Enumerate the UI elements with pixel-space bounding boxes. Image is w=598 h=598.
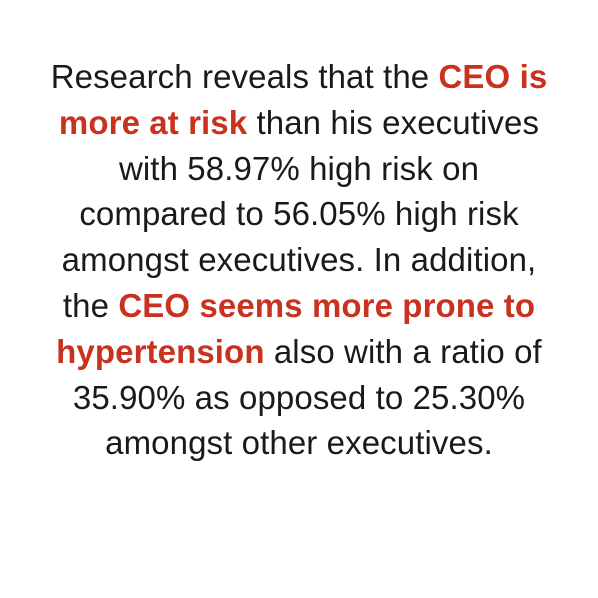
research-statement: Research reveals that the CEO is more at…	[0, 54, 598, 466]
highlight-hypertension: hypertension	[56, 332, 265, 370]
statement-line-2: more at risk than his executives	[0, 100, 598, 146]
statement-line-1: Research reveals that the CEO is	[0, 54, 598, 100]
highlight-ceo-is: CEO is	[438, 58, 548, 95]
highlight-ceo-seems-more-prone: CEO seems more prone to	[118, 286, 536, 324]
statement-line-6: the CEO seems more prone to	[0, 283, 598, 329]
text-research-reveals: Research reveals that the	[50, 58, 439, 95]
highlight-more-at-risk: more at risk	[58, 103, 248, 141]
statement-line-4: compared to 56.05% high risk	[79, 195, 519, 233]
text-the: the	[62, 286, 119, 324]
text-than-his-executives: than his executives	[247, 103, 540, 141]
statement-line-8: 35.90% as opposed to 25.30%	[72, 378, 526, 416]
statement-line-9: amongst other executives.	[105, 424, 493, 462]
statement-line-7: hypertension also with a ratio of	[0, 329, 598, 375]
statement-line-3: with 58.97% high risk on	[118, 149, 480, 187]
text-also-with-ratio: also with a ratio of	[264, 332, 542, 370]
statement-line-5: amongst executives. In addition,	[61, 241, 537, 279]
